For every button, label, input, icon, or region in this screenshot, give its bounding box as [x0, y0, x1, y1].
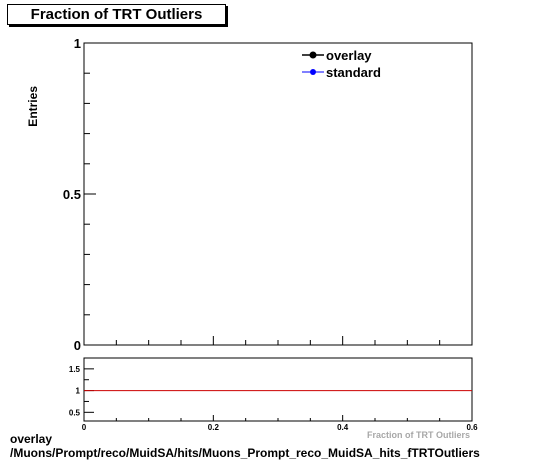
y-axis-label: Entries	[26, 86, 40, 127]
ratio-x-tick-label: 0.2	[208, 423, 220, 432]
y-tick-label: 0.5	[63, 187, 81, 202]
ratio-x-axis: 0 0.2 0.4 0.6	[82, 415, 478, 432]
footer-run-label: overlay	[10, 432, 53, 446]
ratio-x-tick-label: 0.6	[466, 423, 478, 432]
main-y-axis: 00.51	[63, 36, 96, 353]
main-plot-frame	[83, 42, 473, 346]
legend-overlay-label: overlay	[326, 48, 372, 63]
legend-standard-label: standard	[326, 65, 381, 80]
ratio-y-tick-label: 1	[76, 387, 81, 396]
ratio-plot-frame	[83, 357, 473, 422]
chart-title-box: Fraction of TRT Outliers	[7, 4, 226, 25]
legend-standard-marker	[310, 69, 316, 75]
ratio-y-tick-label: 1.5	[69, 365, 81, 374]
y-tick-label: 1	[74, 36, 81, 51]
ratio-x-tick-label: 0	[82, 423, 87, 432]
legend: overlay standard	[302, 48, 381, 80]
ratio-y-tick-label: 0.5	[69, 408, 81, 417]
footer-histogram-path: /Muons/Prompt/reco/MuidSA/hits/Muons_Pro…	[10, 446, 480, 460]
y-tick-label: 0	[74, 338, 81, 353]
x-axis-label: Fraction of TRT Outliers	[367, 430, 470, 440]
legend-overlay-marker	[309, 51, 317, 59]
main-x-axis	[83, 336, 473, 345]
ratio-x-tick-label: 0.4	[337, 423, 349, 432]
chart-title: Fraction of TRT Outliers	[30, 6, 203, 23]
